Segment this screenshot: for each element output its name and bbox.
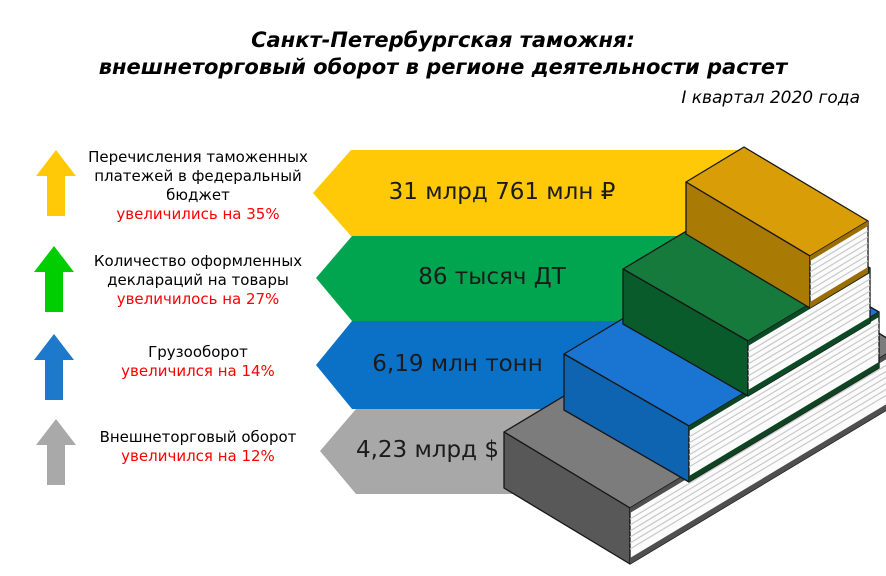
value-band-payments [313, 150, 745, 236]
gold-book-page-lines [809, 230, 869, 297]
band-value-declarations: 86 тысяч ДТ [418, 264, 566, 290]
up-arrow-icon-declarations [34, 246, 74, 312]
metric-label-line: Внешнеторговый оборот [99, 428, 297, 446]
metric-label-line: платежей в федеральный [94, 167, 302, 185]
metric-label-line: Грузооборот [148, 343, 248, 361]
metric-change-text: увеличились на 35% [116, 205, 280, 223]
metric-change-text: увеличилось на 27% [116, 290, 280, 308]
period-label: I квартал 2020 года [681, 88, 860, 108]
metric-label-line: Количество оформленных [93, 252, 303, 270]
band-value-payments: 31 млрд 761 млн ₽ [388, 179, 616, 205]
band-value-cargo: 6,19 млн тонн [372, 351, 543, 377]
metric-label-line: Перечисления таможенных [88, 148, 308, 166]
metric-label-line: бюджет [166, 186, 230, 204]
green-book-page-lines [747, 278, 871, 383]
band-value-trade: 4,23 млрд $ [355, 437, 500, 463]
up-arrow-icon-trade [36, 419, 76, 485]
page-title-line-2: внешнеторговый оборот в регионе деятельн… [98, 55, 788, 79]
metric-label-declarations: Количество оформленных деклараций на тов… [78, 252, 318, 309]
up-arrow-icon-payments [36, 150, 76, 216]
metric-label-line: деклараций на товары [107, 271, 289, 289]
up-arrow-icon-cargo [34, 334, 74, 400]
book-gold [685, 146, 869, 309]
value-band-cargo [316, 321, 645, 409]
gold-book-bottom-cover-edge [810, 267, 868, 308]
metric-label-cargo: Грузооборот увеличился на 14% [78, 343, 318, 381]
gray-book-bottom-cover-edge [630, 404, 886, 564]
gold-book-top-cover-edge [810, 221, 868, 261]
page-title-line-1: Санкт-Петербургская таможня: [251, 28, 635, 52]
gray-book-page-lines [629, 364, 886, 550]
green-book-bottom-cover-edge [748, 317, 870, 396]
metric-label-payments: Перечисления таможенных платежей в федер… [78, 148, 318, 224]
blue-book-page-lines [688, 322, 880, 468]
value-band-declarations [316, 236, 700, 321]
blue-book-bottom-cover-edge [689, 362, 879, 482]
metric-change-text: увеличился на 12% [121, 447, 275, 465]
metric-change-text: увеличился на 14% [121, 362, 275, 380]
metric-label-trade: Внешнеторговый оборот увеличился на 12% [78, 428, 318, 466]
